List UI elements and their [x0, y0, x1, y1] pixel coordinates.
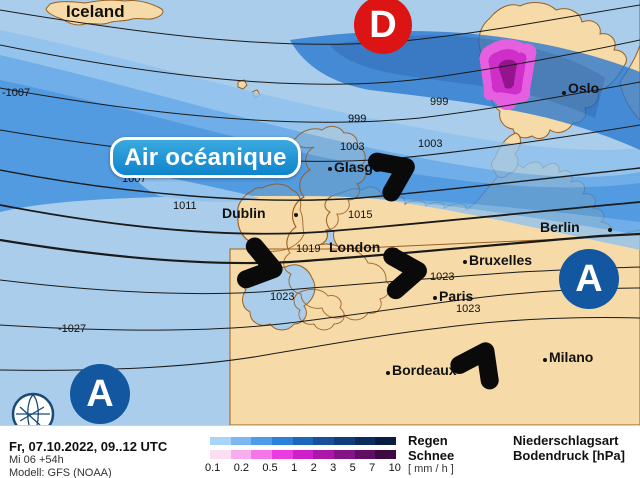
svg-text:1011: 1011 — [173, 200, 197, 212]
svg-text:999: 999 — [430, 96, 448, 108]
svg-text:1023: 1023 — [456, 303, 480, 315]
svg-text:-1007: -1007 — [2, 87, 30, 99]
svg-text:1023: 1023 — [430, 271, 454, 283]
svg-text:999: 999 — [348, 113, 366, 125]
svg-text:1015: 1015 — [348, 209, 372, 221]
svg-text:-1027: -1027 — [58, 323, 86, 335]
svg-text:1019: 1019 — [296, 243, 320, 255]
svg-text:1003: 1003 — [340, 141, 364, 153]
svg-text:1023: 1023 — [270, 291, 294, 303]
svg-text:1003: 1003 — [418, 138, 442, 150]
